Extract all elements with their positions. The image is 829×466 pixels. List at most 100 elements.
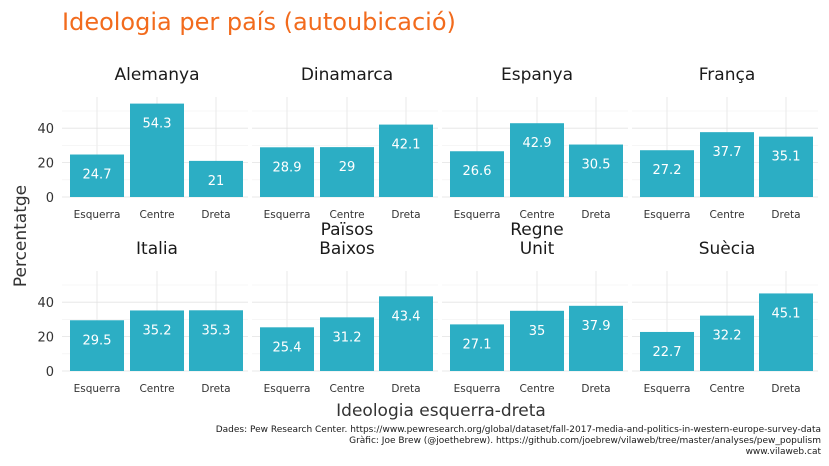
bar-value-label: 37.9 bbox=[582, 319, 611, 334]
x-tick-label: Centre bbox=[709, 383, 744, 395]
bar bbox=[700, 315, 754, 371]
caption-line-3: www.vilaweb.cat bbox=[746, 447, 822, 457]
facet-panel: 25.4 Esquerra 31.2 Centre 43.4 Dreta PaïsosBai… bbox=[252, 220, 438, 395]
bar bbox=[450, 151, 504, 197]
x-tick-label: Centre bbox=[709, 209, 744, 221]
bar-value-label: 24.7 bbox=[83, 168, 112, 183]
bar-value-label: 35 bbox=[529, 324, 546, 339]
x-tick-label: Esquerra bbox=[644, 383, 691, 395]
bar-value-label: 21 bbox=[208, 174, 225, 189]
facet-title: Baixos bbox=[319, 239, 375, 259]
bar bbox=[130, 103, 184, 197]
x-tick-label: Dreta bbox=[771, 209, 800, 221]
bar-value-label: 35.1 bbox=[772, 150, 801, 165]
facets: 24.7 Esquerra 54.3 Centre 21 Dreta Alemanya 0 20… bbox=[37, 65, 818, 395]
bar-value-label: 29 bbox=[339, 160, 356, 175]
facet-title: Alemanya bbox=[114, 65, 199, 85]
bar bbox=[510, 123, 564, 197]
facet-title: Dinamarca bbox=[301, 65, 393, 85]
facet-title: Suècia bbox=[699, 239, 756, 259]
chart-title: Ideologia per país (autoubicació) bbox=[62, 8, 456, 36]
bar-value-label: 29.5 bbox=[83, 333, 112, 348]
bar bbox=[189, 310, 243, 371]
bar bbox=[189, 160, 243, 197]
bar bbox=[379, 296, 433, 371]
x-tick-label: Centre bbox=[329, 383, 364, 395]
x-tick-label: Esquerra bbox=[454, 209, 501, 221]
bar-value-label: 42.1 bbox=[392, 138, 421, 153]
x-tick-label: Centre bbox=[329, 209, 364, 221]
bar bbox=[70, 154, 124, 197]
x-tick-label: Esquerra bbox=[644, 209, 691, 221]
bar-value-label: 32.2 bbox=[713, 329, 742, 344]
bar-value-label: 43.4 bbox=[392, 309, 421, 324]
bar bbox=[379, 124, 433, 197]
x-tick-label: Esquerra bbox=[74, 383, 121, 395]
facet-title: Regne bbox=[510, 220, 564, 240]
x-tick-label: Centre bbox=[519, 209, 554, 221]
bar bbox=[510, 310, 564, 371]
bar-value-label: 28.9 bbox=[273, 160, 302, 175]
bar-value-label: 42.9 bbox=[523, 136, 552, 151]
x-tick-label: Dreta bbox=[581, 209, 610, 221]
bar-value-label: 35.2 bbox=[143, 323, 172, 338]
facet-title: França bbox=[699, 65, 756, 85]
x-tick-label: Dreta bbox=[201, 209, 230, 221]
bar-value-label: 25.4 bbox=[273, 340, 302, 355]
x-tick-label: Centre bbox=[519, 383, 554, 395]
y-tick-label: 40 bbox=[37, 296, 54, 311]
bar-value-label: 30.5 bbox=[582, 158, 611, 173]
x-tick-label: Dreta bbox=[391, 209, 420, 221]
facet-title: Països bbox=[321, 220, 374, 240]
y-tick-label: 20 bbox=[37, 331, 54, 346]
facet-panel: 22.7 Esquerra 32.2 Centre 45.1 Dreta Suècia bbox=[632, 239, 818, 395]
bar-value-label: 27.2 bbox=[653, 163, 682, 178]
x-tick-label: Esquerra bbox=[264, 383, 311, 395]
bar bbox=[130, 310, 184, 371]
bar bbox=[450, 324, 504, 371]
y-tick-label: 0 bbox=[46, 365, 54, 380]
bar bbox=[320, 317, 374, 371]
bar-value-label: 26.6 bbox=[463, 164, 492, 179]
bar-value-label: 22.7 bbox=[653, 345, 682, 360]
x-tick-label: Dreta bbox=[201, 383, 230, 395]
bar bbox=[640, 331, 694, 371]
bar-value-label: 35.3 bbox=[202, 323, 231, 338]
facet-panel: 27.2 Esquerra 37.7 Centre 35.1 Dreta França bbox=[632, 65, 818, 221]
x-tick-label: Centre bbox=[139, 383, 174, 395]
bar bbox=[700, 132, 754, 197]
bar bbox=[70, 320, 124, 371]
x-axis-title: Ideologia esquerra-dreta bbox=[336, 401, 546, 421]
bar-value-label: 31.2 bbox=[333, 330, 362, 345]
bar-value-label: 27.1 bbox=[463, 337, 492, 352]
bar bbox=[260, 327, 314, 371]
y-tick-label: 0 bbox=[46, 191, 54, 206]
x-tick-label: Esquerra bbox=[264, 209, 311, 221]
facet-panel: 28.9 Esquerra 29 Centre 42.1 Dreta Dinamarca bbox=[252, 65, 438, 221]
caption-line-1: Dades: Pew Research Center. https://www.… bbox=[216, 425, 821, 435]
x-tick-label: Dreta bbox=[391, 383, 420, 395]
caption-line-2: Gràfic: Joe Brew (@joethebrew). https://… bbox=[349, 436, 821, 446]
bar-value-label: 37.7 bbox=[713, 145, 742, 160]
bar bbox=[569, 144, 623, 197]
y-tick-label: 20 bbox=[37, 157, 54, 172]
bar bbox=[640, 150, 694, 197]
x-tick-label: Centre bbox=[139, 209, 174, 221]
y-tick-label: 40 bbox=[37, 122, 54, 137]
x-tick-label: Dreta bbox=[581, 383, 610, 395]
bar-value-label: 45.1 bbox=[772, 306, 801, 321]
facet-title: Italia bbox=[136, 239, 178, 259]
x-tick-label: Esquerra bbox=[74, 209, 121, 221]
bar bbox=[759, 293, 813, 371]
facet-title: Unit bbox=[520, 239, 555, 259]
bar bbox=[320, 147, 374, 197]
y-axis-title: Percentatge bbox=[11, 185, 31, 287]
bar bbox=[759, 136, 813, 197]
facet-panel: 29.5 Esquerra 35.2 Centre 35.3 Dreta Italia 0 20… bbox=[37, 239, 248, 395]
x-tick-label: Dreta bbox=[771, 383, 800, 395]
bar-value-label: 54.3 bbox=[143, 117, 172, 132]
facet-panel: 26.6 Esquerra 42.9 Centre 30.5 Dreta Espanya bbox=[442, 65, 628, 221]
bar bbox=[569, 305, 623, 371]
